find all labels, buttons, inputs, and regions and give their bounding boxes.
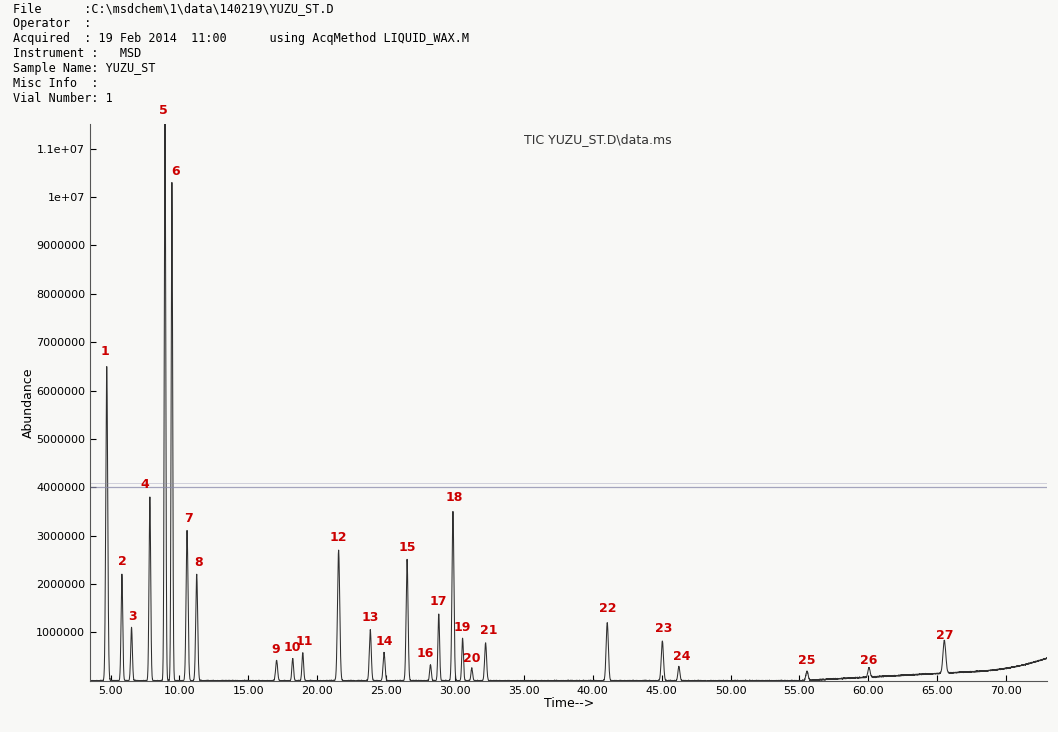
- Text: 10: 10: [284, 641, 302, 654]
- Text: 4: 4: [140, 478, 149, 490]
- X-axis label: Time-->: Time-->: [544, 697, 594, 710]
- Text: 25: 25: [799, 654, 816, 667]
- Text: TIC YUZU_ST.D\data.ms: TIC YUZU_ST.D\data.ms: [524, 132, 671, 146]
- Text: 13: 13: [362, 611, 379, 624]
- Text: 12: 12: [330, 531, 347, 544]
- Text: 26: 26: [860, 654, 878, 667]
- Text: 23: 23: [655, 622, 673, 635]
- Text: 15: 15: [398, 540, 416, 553]
- Text: 6: 6: [171, 165, 180, 178]
- Text: 19: 19: [454, 621, 471, 634]
- Text: 5: 5: [159, 104, 167, 117]
- Text: 3: 3: [129, 610, 138, 623]
- Text: 22: 22: [599, 602, 616, 616]
- Y-axis label: Abundance: Abundance: [21, 367, 35, 438]
- Text: 21: 21: [479, 624, 497, 638]
- Text: 9: 9: [271, 643, 279, 656]
- Text: 18: 18: [445, 491, 463, 504]
- Text: 14: 14: [376, 635, 393, 649]
- Text: 16: 16: [417, 647, 435, 660]
- Text: 27: 27: [935, 629, 953, 642]
- Text: 7: 7: [184, 512, 193, 525]
- Text: 1: 1: [101, 345, 110, 358]
- Text: File      :C:\msdchem\1\data\140219\YUZU_ST.D
Operator  :
Acquired  : 19 Feb 201: File :C:\msdchem\1\data\140219\YUZU_ST.D…: [13, 2, 469, 105]
- Text: 2: 2: [117, 555, 126, 568]
- Text: 24: 24: [673, 650, 691, 663]
- Text: 20: 20: [463, 651, 480, 665]
- Text: 8: 8: [194, 556, 202, 569]
- Text: 11: 11: [295, 635, 313, 649]
- Text: 17: 17: [430, 595, 448, 608]
